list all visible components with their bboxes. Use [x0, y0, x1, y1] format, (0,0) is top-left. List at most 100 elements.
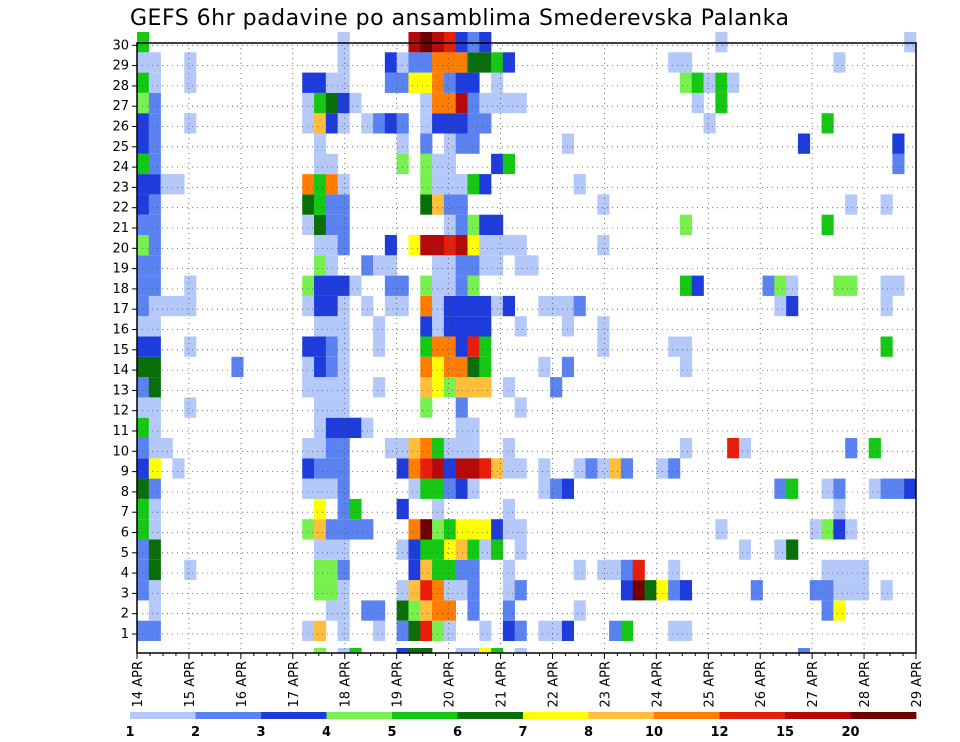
heatmap-cell [148, 295, 161, 317]
heatmap-cell [148, 153, 161, 175]
heatmap-cell [609, 458, 622, 479]
heatmap-cell [833, 275, 846, 296]
heatmap-cell [396, 620, 409, 641]
heatmap-cell [455, 336, 468, 357]
heatmap-cell [420, 377, 433, 398]
heatmap-cell [479, 32, 492, 53]
heatmap-cell [137, 275, 150, 296]
heatmap-cell [479, 255, 492, 276]
heatmap-cell [491, 539, 504, 560]
heatmap-cell [420, 295, 433, 317]
colorbar-label: 15 [776, 725, 794, 740]
heatmap-cell [373, 255, 386, 276]
x-tick-label: 18 APR [339, 661, 354, 707]
heatmap-cell [420, 153, 433, 175]
heatmap-cell [455, 519, 468, 540]
heatmap-cell [455, 295, 468, 317]
heatmap-cell [432, 519, 445, 540]
heatmap-cell [514, 648, 527, 653]
heatmap-cell [467, 356, 480, 378]
heatmap-cell [479, 519, 492, 540]
heatmap-cell [325, 600, 338, 621]
heatmap-cell [314, 620, 327, 641]
heatmap-cell [443, 478, 456, 499]
heatmap-cell [373, 620, 386, 641]
x-tick-label: 17 APR [287, 661, 302, 707]
heatmap-cell [325, 559, 338, 581]
heatmap-cell [302, 214, 315, 235]
heatmap-cell [443, 153, 456, 175]
heatmap-cell [137, 153, 150, 175]
heatmap-cell [337, 519, 350, 540]
heatmap-cell [325, 397, 338, 418]
heatmap-cell [668, 336, 681, 357]
heatmap-cell [479, 295, 492, 317]
heatmap-cell [502, 580, 515, 601]
heatmap-cell [373, 377, 386, 398]
heatmap-cell [538, 458, 551, 479]
heatmap-cell [148, 377, 161, 398]
heatmap-cell [361, 417, 374, 438]
heatmap-cell [302, 519, 315, 540]
colorbar-label: 12 [710, 725, 728, 740]
y-tick-label: 10 [112, 444, 129, 459]
heatmap-cell [845, 519, 858, 540]
heatmap-cell [479, 92, 492, 114]
heatmap-cell [904, 32, 917, 53]
heatmap-cell [408, 539, 421, 560]
heatmap-cell [538, 295, 551, 317]
colorbar-swatch [261, 712, 327, 719]
heatmap-cell [337, 194, 350, 215]
heatmap-cell [443, 255, 456, 276]
heatmap-cell [715, 72, 728, 93]
y-tick-label: 20 [112, 241, 129, 256]
heatmap-cell [148, 600, 161, 621]
heatmap-cell [337, 498, 350, 520]
heatmap-cell [148, 498, 161, 520]
heatmap-cell [384, 275, 397, 296]
heatmap-cell [679, 580, 693, 601]
heatmap-cell [148, 539, 161, 560]
heatmap-cell [679, 336, 693, 357]
x-tick-label: 27 APR [806, 661, 821, 707]
colorbar-swatch [719, 712, 786, 719]
heatmap-cell [337, 174, 350, 195]
colorbar-swatch [654, 712, 720, 719]
heatmap-cell [774, 539, 787, 560]
heatmap-cell [137, 295, 150, 317]
heatmap-cell [373, 316, 386, 337]
colorbar: 1 2 3 4 5 6 7 8 10 12 15 20 [125, 712, 917, 740]
heatmap-cell [396, 295, 409, 317]
heatmap-cell [408, 648, 421, 653]
heatmap-cell [420, 133, 433, 154]
heatmap-cell [597, 559, 610, 581]
heatmap-cell [420, 316, 433, 337]
heatmap-cell [314, 336, 327, 357]
heatmap-cell [325, 438, 338, 459]
heatmap-cell [597, 235, 610, 256]
heatmap-cell [408, 235, 421, 256]
colorbar-swatch [457, 712, 524, 719]
colorbar-label: 4 [322, 725, 331, 740]
heatmap-cell [396, 52, 409, 73]
heatmap-cell [502, 295, 515, 317]
heatmap-cell [137, 235, 150, 256]
heatmap-cell [137, 174, 150, 195]
heatmap-cell [137, 336, 150, 357]
heatmap-cell [821, 478, 834, 499]
heatmap-cell [715, 92, 728, 114]
x-tick-label: 24 APR [650, 661, 665, 707]
heatmap-cell [432, 92, 445, 114]
heatmap-cell [868, 478, 881, 499]
colorbar-label: 1 [125, 725, 134, 740]
heatmap-cell [880, 295, 893, 317]
heatmap-cell [396, 648, 409, 653]
y-tick-label: 29 [112, 59, 129, 74]
heatmap-cell [443, 580, 456, 601]
heatmap-cell [361, 600, 374, 621]
heatmap-cell [337, 478, 350, 499]
heatmap-cell [396, 133, 409, 154]
heatmap-cell [892, 133, 905, 154]
heatmap-cell [325, 174, 338, 195]
heatmap-cell [880, 194, 893, 215]
